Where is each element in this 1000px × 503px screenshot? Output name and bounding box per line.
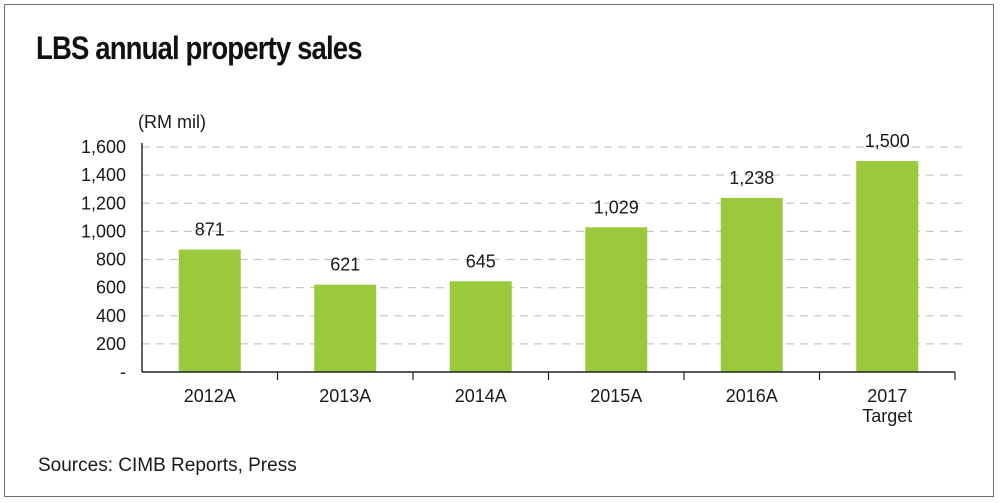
y-axis-label: (RM mil) xyxy=(138,112,206,132)
bar xyxy=(720,197,783,372)
axes xyxy=(141,143,956,380)
bar xyxy=(178,249,241,372)
x-category-label: 2012A xyxy=(184,386,236,406)
bars xyxy=(178,161,919,372)
value-label: 645 xyxy=(466,251,496,271)
y-tick-label: 600 xyxy=(96,278,126,298)
y-tick-label: 1,600 xyxy=(81,137,126,157)
bar xyxy=(856,161,919,372)
y-tick-label: - xyxy=(120,362,126,382)
bar xyxy=(585,227,648,372)
x-category-label: 2017 xyxy=(867,386,907,406)
value-label: 1,029 xyxy=(594,197,639,217)
chart-frame xyxy=(4,4,994,497)
labels: - 200 400 600 800 1,000 1,200 1,400 1,600 (RM mil… xyxy=(81,112,912,426)
y-tick-label: 1,000 xyxy=(81,221,126,241)
y-tick-label: 400 xyxy=(96,306,126,326)
bar xyxy=(449,281,512,372)
value-label: 621 xyxy=(330,255,360,275)
value-label: 1,500 xyxy=(865,131,910,151)
x-category-label: 2014A xyxy=(455,386,507,406)
value-label: 871 xyxy=(195,220,225,240)
y-tick-label: 200 xyxy=(96,334,126,354)
gridlines xyxy=(142,146,963,345)
x-category-label: 2013A xyxy=(319,386,371,406)
bar xyxy=(314,284,377,372)
source-note: Sources: CIMB Reports, Press xyxy=(38,455,297,476)
x-category-label: Target xyxy=(862,406,912,426)
value-label: 1,238 xyxy=(729,168,774,188)
y-tick-label: 800 xyxy=(96,250,126,270)
x-category-label: 2016A xyxy=(726,386,778,406)
x-category-label: 2015A xyxy=(590,386,642,406)
chart-title: LBS annual property sales xyxy=(36,30,363,66)
y-tick-label: 1,200 xyxy=(81,193,126,213)
y-tick-label: 1,400 xyxy=(81,165,126,185)
